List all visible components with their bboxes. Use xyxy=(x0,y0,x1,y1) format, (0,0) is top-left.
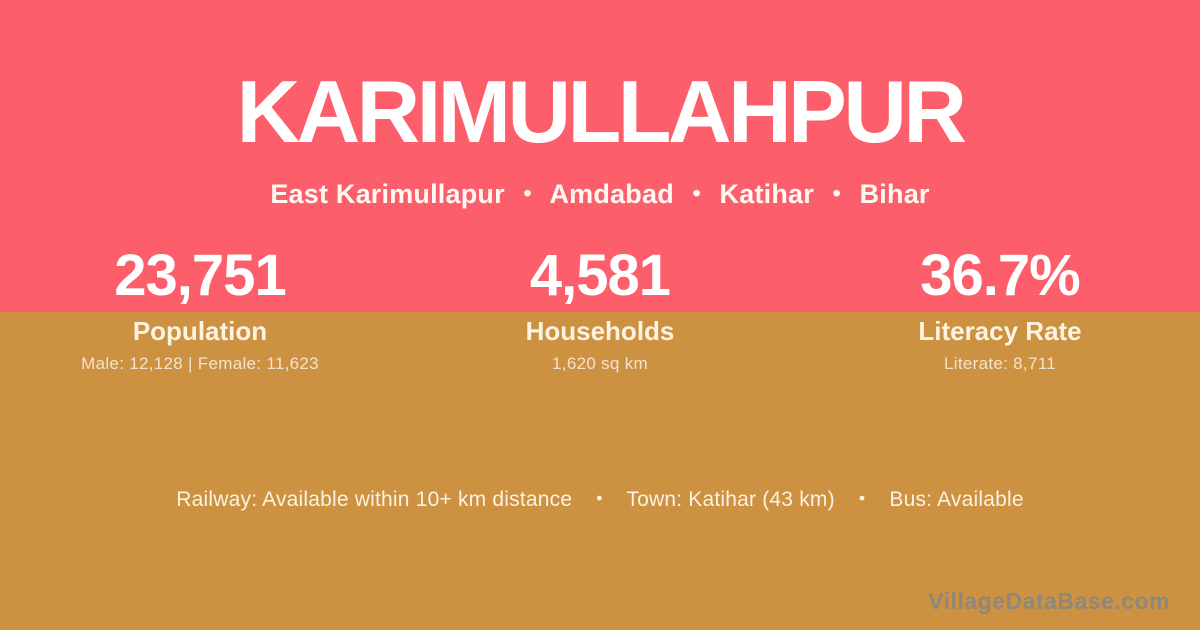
header: KARIMULLAHPUR East Karimullapur • Amdaba… xyxy=(0,68,1200,211)
town-info: Town: Katihar (43 km) xyxy=(626,488,835,511)
dot-separator-icon: • xyxy=(523,180,532,206)
population-label: Population xyxy=(132,316,268,346)
pink-band xyxy=(0,0,1200,312)
population-value: 23,751 xyxy=(114,243,286,308)
bus-info: Bus: Available xyxy=(889,488,1024,511)
gold-band xyxy=(0,312,1200,630)
village-title: KARIMULLAHPUR xyxy=(236,62,967,161)
dot-separator-icon: • xyxy=(692,180,701,206)
dot-separator-icon: • xyxy=(596,488,603,508)
location-breadcrumb: East Karimullapur • Amdabad • Katihar • … xyxy=(0,178,1200,211)
households-value: 4,581 xyxy=(529,243,671,308)
literacy-value: 36.7% xyxy=(920,243,1080,308)
breadcrumb-block: Amdabad xyxy=(549,179,674,209)
households-label: Households xyxy=(525,316,675,346)
breadcrumb-district: Katihar xyxy=(719,179,814,209)
dot-separator-icon: • xyxy=(832,180,841,206)
households-detail: 1,620 sq km xyxy=(552,354,648,373)
stat-households: 4,581 Households 1,620 sq km xyxy=(400,245,800,374)
railway-info: Railway: Available within 10+ km distanc… xyxy=(176,488,573,511)
breadcrumb-village: East Karimullapur xyxy=(270,179,505,209)
dot-separator-icon: • xyxy=(858,488,866,508)
stat-literacy: 36.7% Literacy Rate Literate: 8,711 xyxy=(800,245,1200,374)
literacy-detail: Literate: 8,711 xyxy=(944,354,1056,373)
stat-population: 23,751 Population Male: 12,128 | Female:… xyxy=(0,245,400,374)
population-detail: Male: 12,128 | Female: 11,623 xyxy=(81,354,319,373)
watermark-text: VillageDataBase.com xyxy=(928,588,1170,614)
stats-row: 23,751 Population Male: 12,128 | Female:… xyxy=(0,245,1200,374)
literacy-label: Literacy Rate xyxy=(918,316,1082,346)
amenities-line: Railway: Available within 10+ km distanc… xyxy=(0,487,1200,513)
breadcrumb-state: Bihar xyxy=(859,179,930,209)
